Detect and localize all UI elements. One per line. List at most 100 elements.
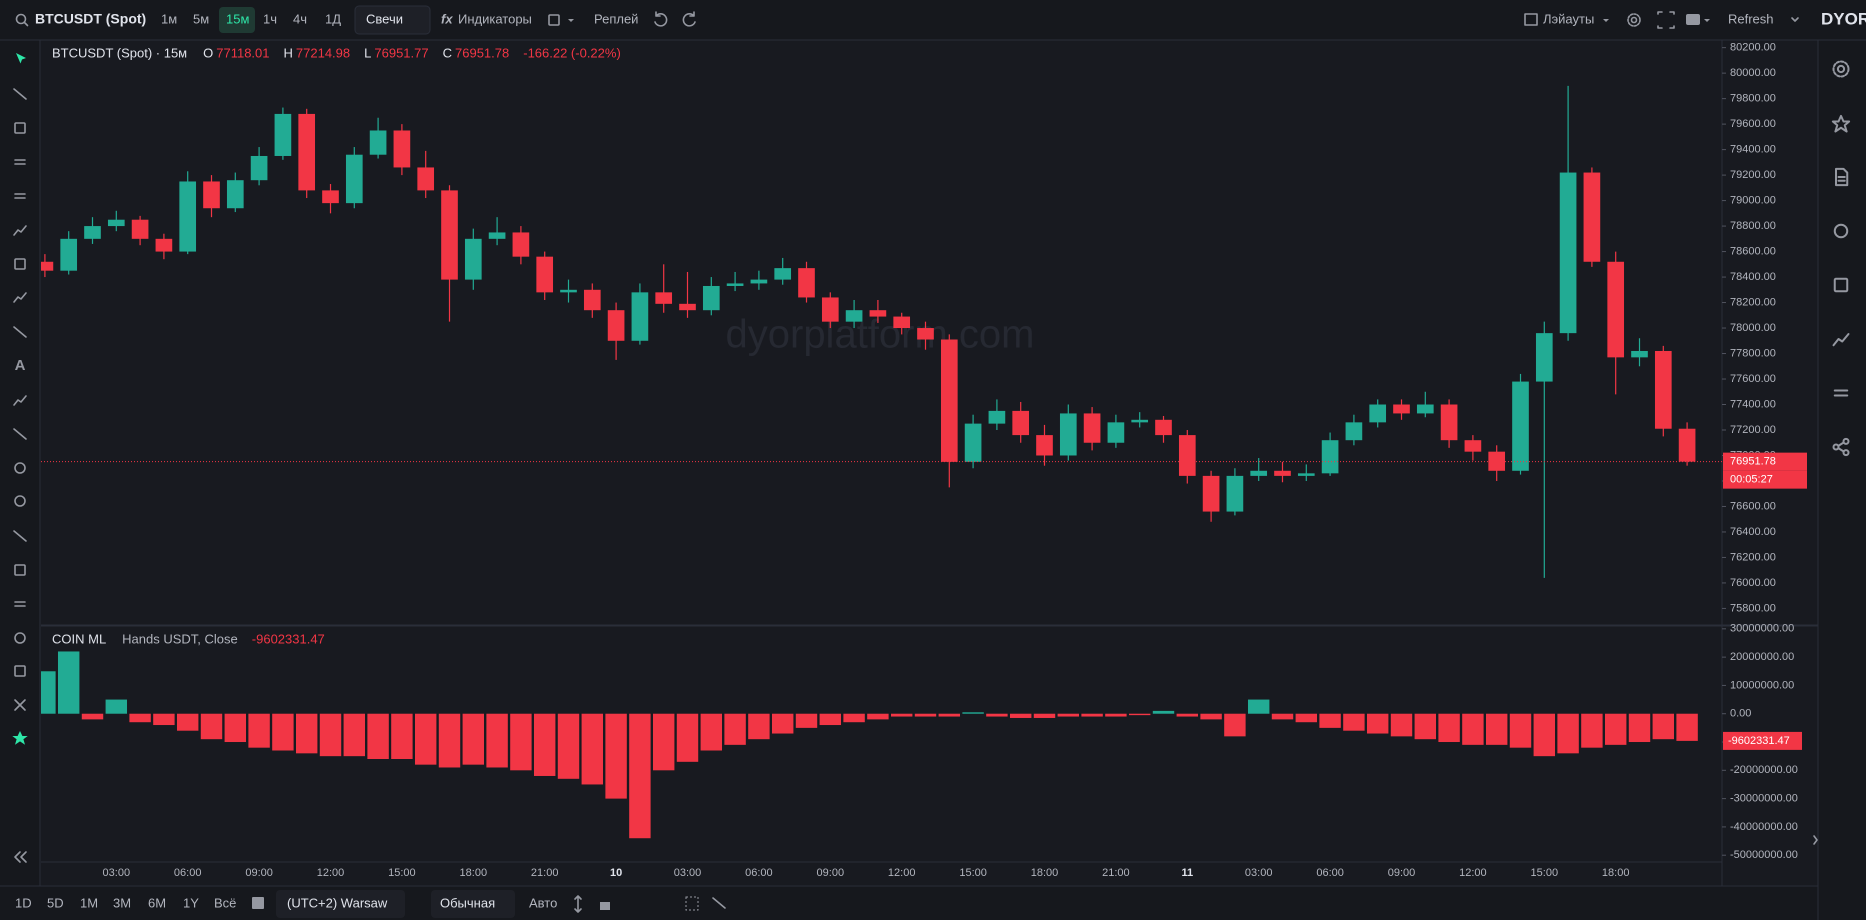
scale-select[interactable]	[431, 890, 515, 918]
indicator-bar	[867, 713, 889, 720]
indicator-bar	[391, 713, 413, 759]
indicator-bar	[581, 713, 604, 785]
candle-pane	[41, 85, 1696, 578]
y-tick-label: -40000000.00	[1730, 821, 1798, 833]
interval[interactable]: 1м	[161, 11, 177, 26]
candle-body	[441, 190, 458, 280]
grid-icon[interactable]	[685, 896, 699, 911]
candle-body	[393, 130, 411, 168]
indicator-bar	[795, 713, 818, 728]
auto-scale[interactable]: Авто	[529, 895, 557, 910]
indicator-bar	[605, 713, 627, 799]
candle-body	[940, 339, 958, 462]
text-tool[interactable]: A	[15, 357, 26, 374]
redo-icon[interactable]	[682, 11, 696, 27]
range[interactable]: 5D	[47, 895, 64, 910]
y-tick-label: 79600.00	[1730, 118, 1776, 130]
x-tick-label: 15:00	[1531, 867, 1559, 879]
ohlc-label: L	[364, 45, 371, 60]
refresh[interactable]: Refresh	[1728, 11, 1774, 26]
close-tool[interactable]	[14, 699, 26, 711]
indicator-bar	[843, 713, 865, 723]
x-tick-label: 21:00	[1102, 867, 1130, 879]
indicator-bar	[986, 713, 1008, 717]
lock-icon[interactable]	[600, 902, 610, 910]
indicator-bar	[438, 713, 461, 768]
undo-icon[interactable]	[654, 11, 668, 27]
candle-body	[869, 310, 887, 317]
candle-body	[1083, 413, 1101, 443]
candle-body	[1107, 422, 1125, 443]
candle-body	[1512, 381, 1529, 471]
interval[interactable]: 1Д	[325, 11, 341, 26]
interval[interactable]: 5м	[193, 11, 209, 26]
y-tick-label: 0.00	[1730, 708, 1751, 720]
indicator-bar	[1295, 713, 1318, 723]
candle-body	[1369, 404, 1387, 423]
candle-body	[893, 316, 911, 329]
style-select[interactable]	[354, 5, 431, 35]
indicator-bar	[938, 713, 961, 717]
y-tick-label: 30000000.00	[1730, 623, 1794, 635]
range[interactable]: Всё	[214, 895, 236, 910]
indicator-bar	[1581, 713, 1603, 748]
interval[interactable]: 4ч	[293, 11, 307, 26]
candle-body	[298, 113, 316, 191]
indicator-bar	[1485, 713, 1508, 745]
candle-body	[1178, 435, 1196, 476]
candle-body	[60, 238, 78, 271]
calendar-icon[interactable]	[252, 897, 264, 909]
candle-body	[631, 292, 649, 341]
candle-body	[203, 181, 220, 209]
candle-body	[1583, 172, 1601, 262]
interval[interactable]: 1ч	[263, 11, 277, 26]
collapse-toolbar[interactable]	[14, 851, 27, 863]
symbol[interactable]: BTCUSDT (Spot)	[35, 11, 146, 27]
x-tick-label: 09:00	[245, 867, 273, 879]
candle-body	[155, 238, 173, 252]
range[interactable]: 6M	[148, 895, 166, 910]
candle-body	[417, 167, 435, 191]
scale-mode[interactable]: Обычная	[440, 895, 495, 910]
cursor-tool[interactable]	[16, 53, 26, 64]
range[interactable]: 3M	[113, 895, 131, 910]
indicator-bar	[1224, 713, 1246, 737]
camera-icon[interactable]	[1686, 14, 1700, 25]
indicator-bar	[81, 713, 104, 720]
logo[interactable]: DYOR	[1821, 9, 1866, 28]
timezone-select[interactable]	[276, 890, 405, 918]
indicator-title: COIN ML	[52, 631, 106, 646]
y-tick-label: 77400.00	[1730, 398, 1776, 410]
candle-body	[1226, 475, 1244, 512]
chart-style[interactable]: Свечи	[366, 11, 403, 26]
y-tick-label: 79000.00	[1730, 194, 1776, 206]
x-tick-label: 09:00	[1388, 867, 1416, 879]
range[interactable]: 1D	[15, 895, 32, 910]
indicator-last-label: -9602331.47	[1728, 735, 1790, 747]
indicator-bar	[962, 712, 984, 714]
layouts[interactable]: Лэйауты	[1543, 11, 1594, 26]
indicators-icon[interactable]: fx	[441, 11, 453, 26]
ohlc-value: 76951.78	[455, 45, 509, 60]
range[interactable]: 1M	[80, 895, 98, 910]
range[interactable]: 1Y	[183, 895, 199, 910]
y-tick-label: 77200.00	[1730, 424, 1776, 436]
fullscreen-icon[interactable]	[1657, 11, 1675, 29]
indicator-bar	[748, 713, 770, 740]
y-tick-label: 77600.00	[1730, 373, 1776, 385]
scale-arrows[interactable]	[574, 895, 582, 913]
candle-body	[1631, 350, 1648, 358]
expand-axis[interactable]	[1813, 835, 1818, 845]
candle-body	[274, 113, 292, 156]
x-tick-label: 12:00	[1459, 867, 1487, 879]
timezone[interactable]: (UTC+2) Warsaw	[287, 895, 388, 910]
replay[interactable]: Реплей	[594, 11, 638, 26]
candle-body	[1321, 440, 1339, 474]
indicators[interactable]: Индикаторы	[458, 11, 532, 26]
candle-body	[1345, 422, 1363, 441]
x-tick-label: 06:00	[174, 867, 202, 879]
favorites-tool[interactable]	[12, 731, 28, 745]
interval-active[interactable]: 15м	[226, 11, 249, 26]
candle-body	[607, 310, 625, 341]
indicator-bar	[1152, 710, 1175, 714]
